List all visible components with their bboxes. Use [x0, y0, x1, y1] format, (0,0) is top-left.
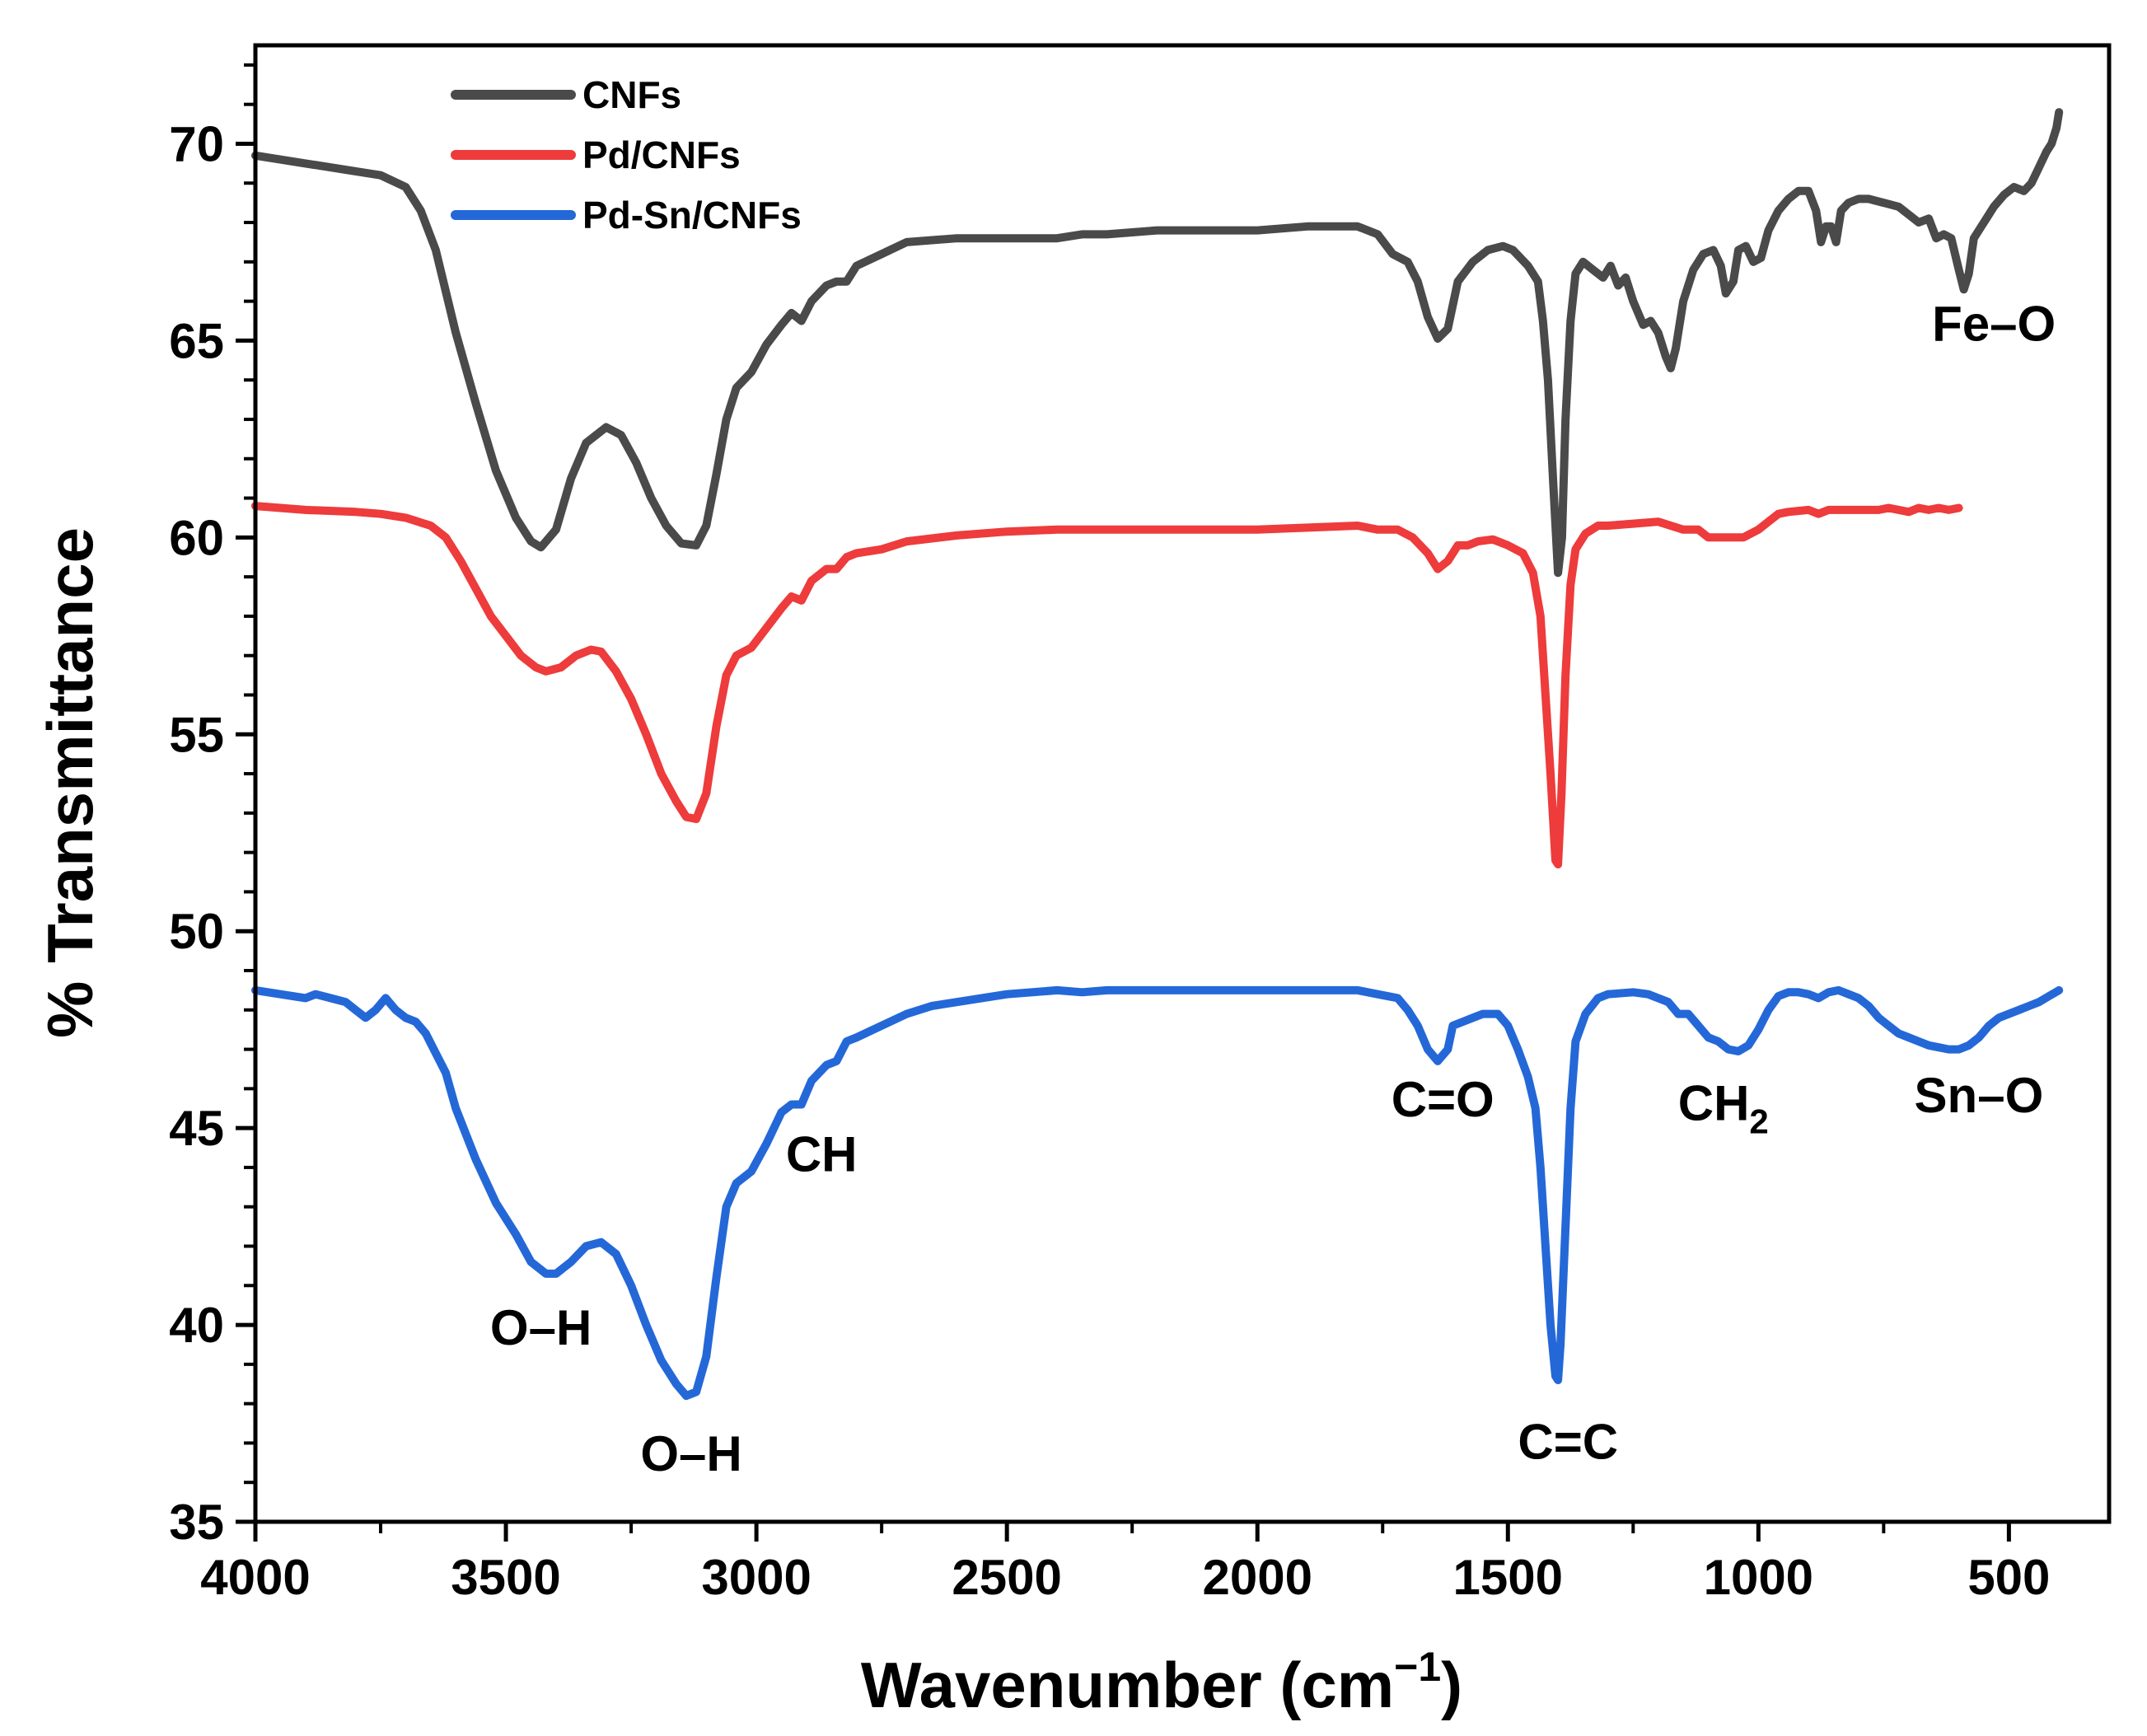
plot-frame [253, 43, 2112, 1524]
annotation-ch: CH [786, 1127, 858, 1182]
legend-label-1: Pd/CNFs [582, 133, 741, 176]
legend-label-2: Pd-Sn/CNFs [582, 194, 802, 236]
y-tick-label: 65 [169, 313, 224, 368]
y-tick-label: 40 [169, 1298, 224, 1353]
y-tick-label: 55 [169, 707, 224, 762]
annotation-c-o-double: C=O [1392, 1072, 1494, 1127]
x-tick-label: 3500 [451, 1550, 560, 1605]
series-group [251, 108, 2064, 1401]
x-tick-label: 1000 [1704, 1550, 1813, 1605]
legend-label-0: CNFs [582, 73, 681, 116]
annotation-o-h-1: O–H [490, 1300, 592, 1355]
annotation-fe-o: Fe–O [1932, 296, 2056, 351]
x-tick-label: 2500 [952, 1550, 1061, 1605]
series-line-0 [251, 108, 2064, 578]
x-axis-title: Wavenumber (cm−1) [861, 1644, 1462, 1721]
y-tick-label: 35 [169, 1495, 224, 1550]
annotation-ch2: CH2 [1678, 1076, 1769, 1141]
x-tick-label: 500 [1967, 1550, 2050, 1605]
y-tick-label: 50 [169, 904, 224, 959]
series-line-2 [251, 985, 2064, 1401]
annotation-sn-o: Sn–O [1915, 1068, 2044, 1123]
y-tick-label: 45 [169, 1101, 224, 1156]
x-tick-label: 1500 [1453, 1550, 1563, 1605]
annotation-c-c-double: C=C [1518, 1415, 1618, 1470]
annotations: Fe–O C=O CH2 Sn–O CH O–H O–H C=C [490, 296, 2056, 1481]
legend: CNFs Pd/CNFs Pd-Sn/CNFs [451, 73, 802, 236]
axis-ticks: 4000 3500 3000 2500 2000 1500 1000 500 35 40 45 50 5… [169, 63, 2050, 1605]
x-tick-label: 4000 [200, 1550, 310, 1605]
x-tick-label: 3000 [701, 1550, 811, 1605]
y-axis-title: % Transmittance [34, 527, 106, 1038]
x-tick-label: 2000 [1202, 1550, 1312, 1605]
y-tick-label: 70 [169, 116, 224, 171]
y-tick-label: 60 [169, 510, 224, 565]
series-line-1 [251, 502, 1963, 868]
annotation-o-h-2: O–H [640, 1426, 741, 1481]
